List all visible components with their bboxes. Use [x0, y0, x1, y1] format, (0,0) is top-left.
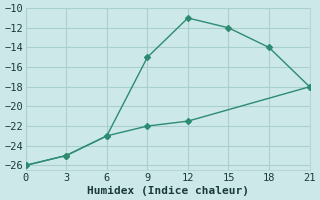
- X-axis label: Humidex (Indice chaleur): Humidex (Indice chaleur): [87, 186, 249, 196]
